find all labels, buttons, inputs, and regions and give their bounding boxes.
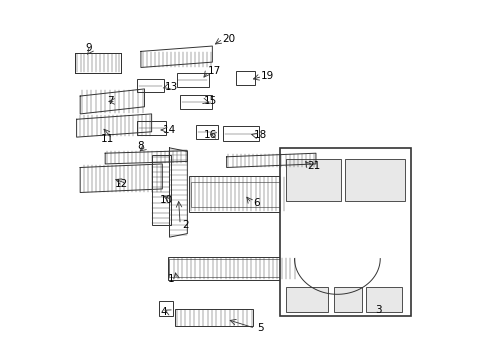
Text: 10: 10 [159, 195, 172, 204]
Text: 15: 15 [203, 96, 217, 107]
Text: 11: 11 [100, 134, 113, 144]
FancyBboxPatch shape [365, 287, 401, 312]
Text: 9: 9 [85, 43, 92, 53]
FancyBboxPatch shape [235, 71, 255, 85]
Text: 18: 18 [253, 130, 266, 140]
FancyBboxPatch shape [280, 148, 410, 316]
Text: 19: 19 [261, 71, 274, 81]
Text: 17: 17 [207, 66, 220, 76]
FancyBboxPatch shape [189, 176, 285, 212]
Text: 4: 4 [161, 307, 167, 317]
Text: 8: 8 [137, 141, 144, 151]
FancyBboxPatch shape [137, 121, 165, 135]
FancyBboxPatch shape [75, 53, 121, 73]
Text: 12: 12 [114, 179, 128, 189]
Text: 16: 16 [203, 130, 217, 140]
Text: 20: 20 [222, 34, 235, 44]
Text: 21: 21 [307, 161, 320, 171]
FancyBboxPatch shape [175, 309, 253, 327]
FancyBboxPatch shape [151, 155, 171, 225]
FancyBboxPatch shape [344, 158, 405, 202]
FancyBboxPatch shape [196, 125, 217, 139]
Text: 1: 1 [167, 274, 174, 284]
Text: 6: 6 [253, 198, 260, 208]
Text: 13: 13 [164, 82, 178, 92]
Text: 7: 7 [107, 96, 114, 107]
Text: 2: 2 [182, 220, 188, 230]
FancyBboxPatch shape [180, 95, 212, 109]
FancyBboxPatch shape [333, 287, 362, 312]
FancyBboxPatch shape [223, 126, 258, 141]
Text: 14: 14 [163, 125, 176, 135]
FancyBboxPatch shape [167, 257, 296, 280]
FancyBboxPatch shape [176, 73, 208, 87]
Text: 3: 3 [374, 305, 381, 315]
Text: 5: 5 [257, 323, 264, 333]
FancyBboxPatch shape [137, 79, 164, 93]
FancyBboxPatch shape [159, 301, 173, 316]
FancyBboxPatch shape [285, 158, 340, 202]
FancyBboxPatch shape [285, 287, 328, 312]
